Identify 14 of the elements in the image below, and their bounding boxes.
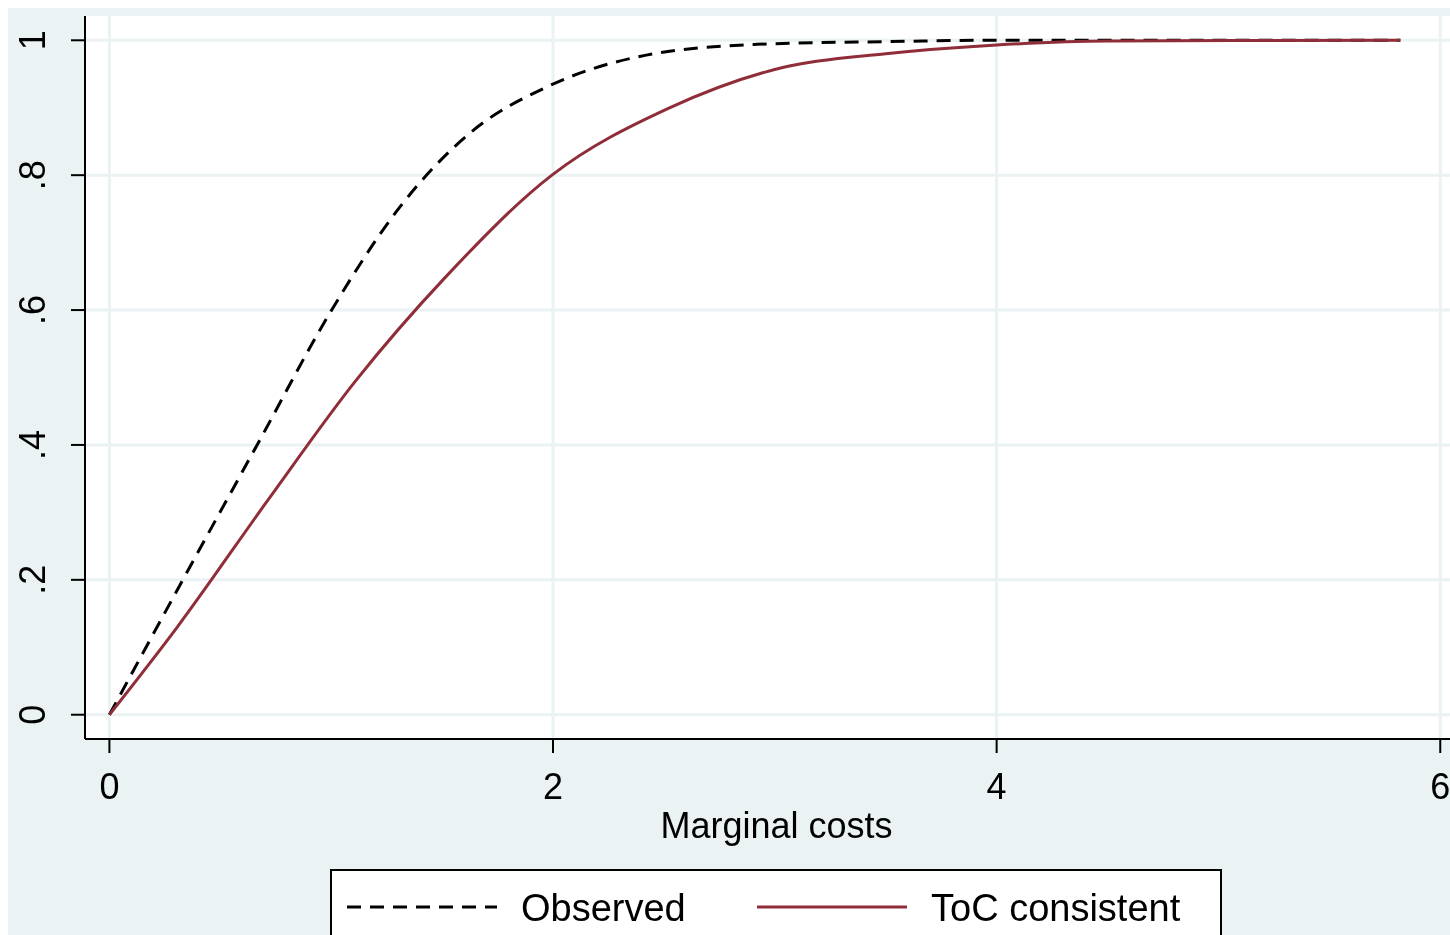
y-tick-label: .8 (12, 160, 53, 191)
x-tick-label: 6 (1430, 766, 1450, 807)
y-tick-label: .2 (12, 564, 53, 595)
x-tick-label: 4 (986, 766, 1007, 807)
legend-label: Observed (521, 887, 686, 929)
y-tick-label: .4 (12, 429, 53, 460)
y-tick-label: .6 (12, 295, 53, 326)
x-axis-title: Marginal costs (660, 805, 893, 846)
x-tick-label: 2 (543, 766, 564, 807)
y-tick-label: 0 (12, 704, 53, 725)
x-tick-label: 0 (99, 766, 120, 807)
y-tick-label: 1 (12, 30, 53, 51)
line-series (107, 38, 1402, 717)
legend-label: ToC consistent (931, 887, 1181, 929)
